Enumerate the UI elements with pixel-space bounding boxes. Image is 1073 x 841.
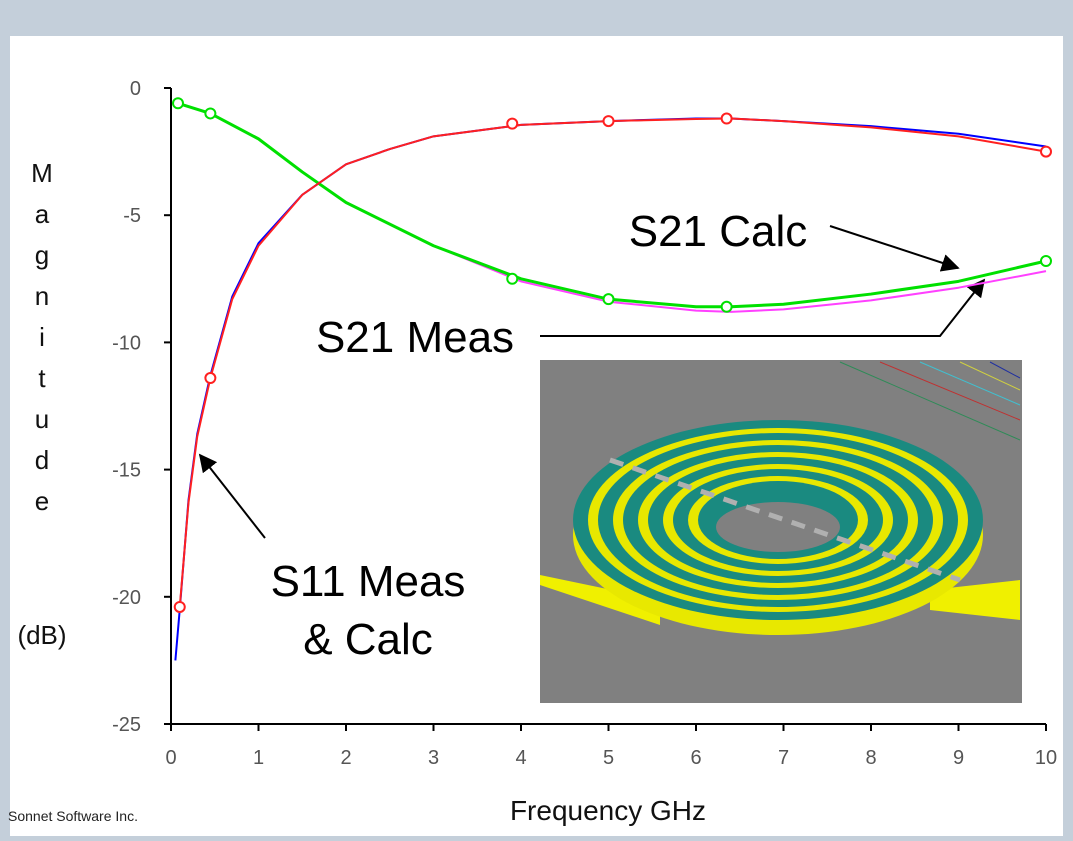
y-axis-unit: (dB) bbox=[17, 620, 66, 650]
x-tick-label: 8 bbox=[865, 747, 876, 769]
x-tick-label: 2 bbox=[340, 747, 351, 769]
annotation: S21 Calc bbox=[629, 207, 808, 256]
annotation: & Calc bbox=[303, 615, 433, 664]
y-tick-label: -25 bbox=[112, 714, 141, 736]
y-tick-label: -10 bbox=[112, 332, 141, 354]
x-tick-label: 5 bbox=[603, 747, 614, 769]
marker bbox=[175, 602, 185, 612]
y-tick-label: -15 bbox=[112, 460, 141, 482]
marker bbox=[205, 373, 215, 383]
x-tick-label: 4 bbox=[515, 747, 526, 769]
footer: Sonnet Software Inc. bbox=[8, 808, 138, 824]
annotation: S11 Meas bbox=[271, 557, 466, 606]
x-tick-label: 9 bbox=[953, 747, 964, 769]
marker bbox=[604, 116, 614, 126]
marker bbox=[1041, 147, 1051, 157]
chart: 0 -5 -10 -15 -20 -25 0 1 2 3 4 5 6 7 8 9 10 Sonnet Softw… bbox=[0, 0, 1073, 841]
marker bbox=[205, 108, 215, 118]
x-tick-label: 7 bbox=[778, 747, 789, 769]
marker bbox=[722, 302, 732, 312]
marker bbox=[722, 114, 732, 124]
marker bbox=[507, 274, 517, 284]
page: 0 -5 -10 -15 -20 -25 0 1 2 3 4 5 6 7 8 9 10 Sonnet Softw… bbox=[0, 0, 1073, 841]
x-tick-label: 1 bbox=[253, 747, 264, 769]
x-tick-label: 6 bbox=[690, 747, 701, 769]
y-tick-label: -5 bbox=[123, 205, 141, 227]
inset-image bbox=[540, 360, 1022, 703]
x-tick-label: 3 bbox=[428, 747, 439, 769]
x-tick-label: 0 bbox=[165, 747, 176, 769]
marker bbox=[173, 98, 183, 108]
marker bbox=[604, 294, 614, 304]
marker bbox=[507, 119, 517, 129]
x-axis-title: Frequency GHz bbox=[510, 795, 706, 826]
annotation: S21 Meas bbox=[316, 313, 514, 362]
marker bbox=[1041, 256, 1051, 266]
y-tick-label: -20 bbox=[112, 587, 141, 609]
x-tick-label: 10 bbox=[1035, 747, 1057, 769]
y-tick-label: 0 bbox=[130, 78, 141, 100]
